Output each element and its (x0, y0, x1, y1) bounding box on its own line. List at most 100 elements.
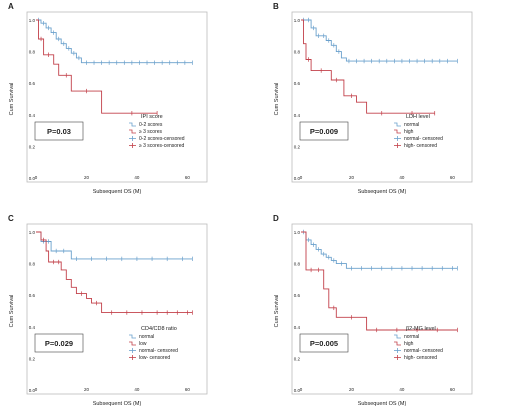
legend-entry-label: 0-2 scores-censored (139, 136, 185, 142)
panel-letter: A (8, 2, 14, 11)
legend-entry-label: high- censored (404, 355, 437, 361)
x-tick-label: 20 (349, 175, 355, 180)
x-tick-label: 60 (450, 387, 456, 392)
survival-curve-1 (36, 231, 193, 260)
legend-entry-label: ≥ 3 scores (139, 129, 163, 135)
x-tick-label: 40 (134, 387, 140, 392)
legend-entry-label: normal (139, 334, 154, 340)
plot-frame (26, 223, 208, 395)
legend-entry-label: high (404, 341, 414, 347)
x-tick-label: 20 (84, 387, 90, 392)
y-tick-label: 0.2 (29, 356, 36, 361)
y-tick-label: 0.8 (29, 50, 36, 55)
plot-frame (291, 223, 473, 395)
legend-swatch (129, 122, 136, 127)
survival-curve-1 (301, 19, 458, 62)
x-tick-label: 0 (300, 175, 303, 180)
legend-title: LDH level (406, 114, 430, 120)
x-axis-label: Subsequent OS (M) (358, 189, 407, 195)
x-tick-label: 40 (399, 175, 405, 180)
y-tick-label: 0.4 (294, 325, 301, 330)
y-tick-label: 0.6 (29, 293, 36, 298)
y-tick-label: 0.4 (29, 325, 36, 330)
legend-title: β2-MG level (406, 326, 436, 332)
y-tick-label: 1.0 (294, 18, 301, 23)
plot-frame (291, 11, 473, 183)
km-panel-b: B 0.0 0.2 0.4 0.6 0.8 1.0 Cum Survival 0 20 40 60 Su… (273, 2, 473, 195)
panel-letter: D (273, 214, 279, 223)
plot-frame (26, 11, 208, 183)
y-tick-label: 0.0 (294, 176, 301, 181)
legend-entry-label: normal- censored (139, 348, 178, 354)
p-value-text: P=0.03 (47, 127, 71, 136)
x-tick-label: 0 (300, 387, 303, 392)
y-axis-label: Cum Survival (9, 295, 15, 328)
y-tick-label: 1.0 (29, 18, 36, 23)
y-tick-label: 0.8 (294, 50, 301, 55)
x-axis-label: Subsequent OS (M) (358, 401, 407, 407)
survival-curve-2 (36, 231, 193, 314)
legend-entry-label: low- censored (139, 355, 170, 361)
survival-curve-2 (36, 19, 158, 114)
y-tick-label: 0.6 (294, 81, 301, 86)
p-value-text: P=0.009 (310, 127, 338, 136)
legend-entry-label: normal (404, 334, 419, 340)
legend-swatch (394, 129, 401, 134)
x-tick-label: 60 (450, 175, 456, 180)
x-tick-label: 0 (35, 387, 38, 392)
survival-curve-1 (36, 19, 193, 64)
y-tick-label: 0.0 (29, 176, 36, 181)
legend-entry-label: ≥ 3 scores-censored (139, 143, 184, 149)
y-tick-label: 0.2 (294, 356, 301, 361)
legend-entry-label: normal (404, 122, 419, 128)
panel-letter: C (8, 214, 14, 223)
y-axis-label: Cum Survival (274, 83, 280, 116)
survival-curve-2 (301, 231, 458, 331)
y-tick-label: 0.8 (29, 262, 36, 267)
y-tick-label: 0.8 (294, 262, 301, 267)
survival-curve-2 (301, 19, 435, 114)
legend-entry-label: low (139, 341, 147, 347)
x-tick-label: 20 (84, 175, 90, 180)
survival-curve-1 (301, 231, 458, 269)
legend-swatch (129, 129, 136, 134)
y-tick-label: 0.6 (294, 293, 301, 298)
y-tick-label: 0.6 (29, 81, 36, 86)
y-tick-label: 1.0 (29, 230, 36, 235)
legend-entry-label: normal- censored (404, 348, 443, 354)
legend-title: IPI score (141, 114, 163, 120)
p-value-text: P=0.005 (310, 339, 338, 348)
y-axis-label: Cum Survival (9, 83, 15, 116)
p-value-box (299, 121, 349, 141)
p-value-text: P=0.029 (45, 339, 73, 348)
legend-entry-label: high- censored (404, 143, 437, 149)
x-tick-label: 0 (35, 175, 38, 180)
legend-swatch (394, 122, 401, 127)
km-panel-d: D 0.0 0.2 0.4 0.6 0.8 1.0 Cum Survival 0 20 40 60 Su… (273, 214, 473, 407)
panel-letter: B (273, 2, 279, 11)
x-axis-label: Subsequent OS (M) (93, 189, 142, 195)
y-tick-label: 0.2 (294, 144, 301, 149)
km-panel-c: C 0.0 0.2 0.4 0.6 0.8 1.0 Cum Survival 0 20 40 60 Su… (8, 214, 208, 407)
y-tick-label: 0.2 (29, 144, 36, 149)
legend-entry-label: high (404, 129, 414, 135)
km-panel-a: A 0.0 0.2 0.4 0.6 0.8 1.0 Cum Survival 0 20 40 60 Su… (8, 2, 208, 195)
p-value-box (34, 121, 84, 141)
p-value-box (34, 333, 84, 353)
x-axis-label: Subsequent OS (M) (93, 401, 142, 407)
legend-swatch (129, 341, 136, 346)
y-tick-label: 0.4 (29, 113, 36, 118)
y-axis-label: Cum Survival (274, 295, 280, 328)
legend-entry-label: normal- censored (404, 136, 443, 142)
legend-swatch (394, 341, 401, 346)
legend-title: CD4/CD8 ratio (141, 326, 177, 332)
p-value-box (299, 333, 349, 353)
x-tick-label: 60 (185, 175, 191, 180)
x-tick-label: 60 (185, 387, 191, 392)
y-tick-label: 1.0 (294, 230, 301, 235)
legend-swatch (394, 334, 401, 339)
y-tick-label: 0.0 (294, 388, 301, 393)
x-tick-label: 20 (349, 387, 355, 392)
x-tick-label: 40 (134, 175, 140, 180)
